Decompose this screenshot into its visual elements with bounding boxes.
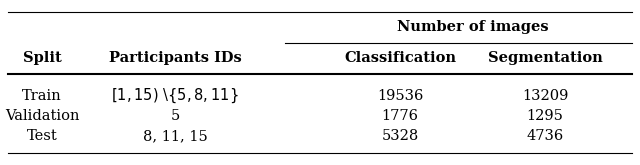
Text: 1295: 1295 (527, 109, 563, 123)
Text: Test: Test (27, 129, 58, 143)
Text: 1776: 1776 (381, 109, 419, 123)
Text: Participants IDs: Participants IDs (109, 51, 241, 65)
Text: Split: Split (22, 51, 61, 65)
Text: 13209: 13209 (522, 89, 568, 103)
Text: Validation: Validation (4, 109, 79, 123)
Text: $[1,15)\ \backslash\{5, 8, 11\}$: $[1,15)\ \backslash\{5, 8, 11\}$ (111, 87, 239, 105)
Text: 8, 11, 15: 8, 11, 15 (143, 129, 207, 143)
Text: 5328: 5328 (381, 129, 419, 143)
Text: 5: 5 (170, 109, 180, 123)
Text: Classification: Classification (344, 51, 456, 65)
Text: Train: Train (22, 89, 62, 103)
Text: 19536: 19536 (377, 89, 423, 103)
Text: Number of images: Number of images (397, 20, 548, 34)
Text: Segmentation: Segmentation (488, 51, 602, 65)
Text: 4736: 4736 (526, 129, 564, 143)
